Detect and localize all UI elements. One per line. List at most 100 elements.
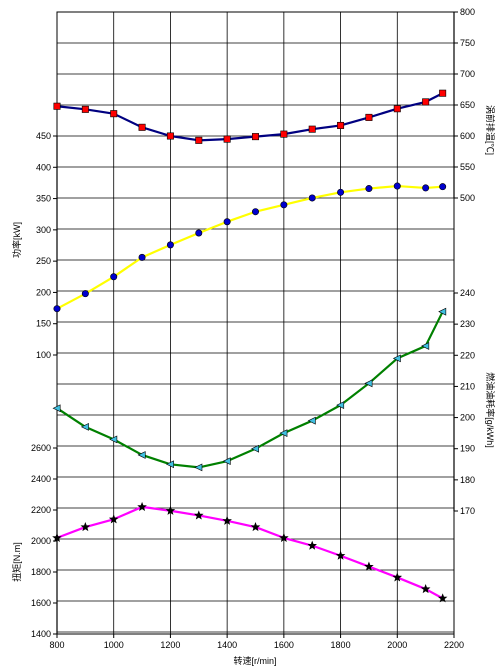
power-data-point [53, 305, 61, 313]
exhaust_temp-data-point [337, 121, 345, 129]
exhaust_temp-tick-label: 750 [460, 38, 475, 48]
x-tick-label: 800 [49, 640, 64, 650]
fuel-tick-label: 240 [460, 288, 475, 298]
fuel-data-point [364, 379, 373, 388]
torque-data-point [193, 510, 204, 520]
power-data-point [223, 218, 231, 226]
exhaust_temp-tick-label: 550 [460, 162, 475, 172]
exhaust_temp-data-point [365, 113, 373, 121]
torque-data-point [307, 540, 318, 550]
torque-data-point [335, 550, 346, 560]
power-data-point [81, 290, 89, 298]
fuel-data-point [52, 404, 61, 413]
torque-data-point [222, 515, 232, 525]
exhaust_temp-data-point [439, 89, 447, 97]
exhaust_temp-tick-label: 650 [460, 100, 475, 110]
torque-tick-label: 2600 [31, 443, 51, 453]
torque-data-point [437, 593, 448, 603]
series-layer [52, 89, 448, 603]
torque-data-point [52, 532, 62, 542]
torque-tick-label: 1600 [31, 598, 51, 608]
power-data-point [138, 253, 146, 261]
fuel-data-point [421, 342, 430, 350]
exhaust_temp-tick-label: 500 [460, 193, 475, 203]
exhaust-temp-axis-title: 涡前排温[℃] [485, 105, 495, 155]
power-data-point [365, 185, 373, 193]
fuel-data-point [194, 463, 203, 472]
power-data-point [252, 208, 260, 216]
exhaust_temp-data-point [308, 125, 316, 133]
power-tick-label: 100 [36, 350, 51, 360]
torque-data-point [80, 522, 91, 532]
x-tick-label: 1000 [104, 640, 124, 650]
fuel-tick-label: 170 [460, 506, 475, 516]
power-axis-title: 功率[kW] [11, 222, 22, 258]
fuel-data-point [137, 451, 146, 459]
torque-tick-label: 1400 [31, 629, 51, 639]
x-tick-label: 2200 [444, 640, 464, 650]
exhaust_temp-data-point [223, 135, 231, 143]
x-tick-label: 2000 [387, 640, 407, 650]
x-tick-label: 1800 [331, 640, 351, 650]
exhaust_temp-data-point [110, 110, 118, 118]
torque-tick-label: 2200 [31, 505, 51, 515]
fuel-tick-label: 210 [460, 381, 475, 391]
power-tick-label: 300 [36, 225, 51, 235]
torque-data-point [165, 505, 176, 515]
power-tick-label: 250 [36, 256, 51, 266]
power-data-point [308, 194, 316, 202]
power-data-point [393, 182, 401, 190]
x-tick-label: 1200 [160, 640, 180, 650]
power-tick-label: 400 [36, 162, 51, 172]
x-tick-label: 1400 [217, 640, 237, 650]
exhaust_temp-tick-label: 700 [460, 69, 475, 79]
power-data-point [110, 273, 118, 281]
torque-data-point [250, 522, 261, 532]
torque-data-point [364, 561, 374, 571]
fuel-tick-label: 190 [460, 444, 475, 454]
power-tick-label: 200 [36, 287, 51, 297]
exhaust_temp-data-point [280, 130, 288, 138]
power-data-point [166, 241, 174, 249]
power-data-point [439, 183, 447, 191]
fuel-data-point [279, 429, 288, 438]
x-tick-label: 1600 [274, 640, 294, 650]
exhaust_temp-data-point [195, 136, 203, 144]
fuel-data-point [336, 401, 345, 409]
fuel-data-point [438, 307, 447, 316]
torque-data-point [137, 501, 147, 511]
fuel-data-point [80, 423, 89, 431]
torque-data-point [420, 584, 431, 594]
fuel-consumption-axis-title: 燃油油耗率[g/kWh] [485, 372, 495, 448]
torque-tick-label: 1800 [31, 567, 51, 577]
exhaust_temp-data-point [166, 132, 174, 140]
axis-titles: 转速[r/min] 功率[kW] 扭矩[N.m] 涡前排温[℃] 燃油油耗率[g… [11, 105, 495, 666]
exhaust_temp-tick-label: 800 [460, 7, 475, 17]
power-tick-label: 350 [36, 194, 51, 204]
fuel-data-point [251, 444, 260, 453]
exhaust_temp-tick-label: 600 [460, 131, 475, 141]
fuel-tick-label: 200 [460, 413, 475, 423]
power-tick-label: 150 [36, 319, 51, 329]
torque-data-point [108, 514, 119, 524]
torque-tick-label: 2400 [31, 474, 51, 484]
fuel-data-point [307, 416, 316, 425]
fuel-data-point [109, 435, 118, 444]
exhaust_temp-data-point [252, 133, 260, 141]
torque-data-point [279, 532, 289, 542]
power-data-point [280, 201, 288, 209]
torque-data-point [392, 572, 403, 582]
power-tick-label: 450 [36, 131, 51, 141]
power-data-point [195, 229, 203, 237]
exhaust_temp-data-point [81, 105, 89, 113]
torque-axis-title: 扭矩[N.m] [11, 542, 22, 582]
exhaust_temp-data-point [53, 102, 61, 110]
plot-area [56, 11, 455, 635]
fuel-data-point [392, 354, 401, 363]
exhaust_temp-data-point [138, 123, 146, 131]
exhaust_temp-data-point [393, 105, 401, 113]
power-data-point [422, 184, 430, 192]
torque-tick-label: 2000 [31, 536, 51, 546]
fuel-data-point [165, 460, 174, 469]
